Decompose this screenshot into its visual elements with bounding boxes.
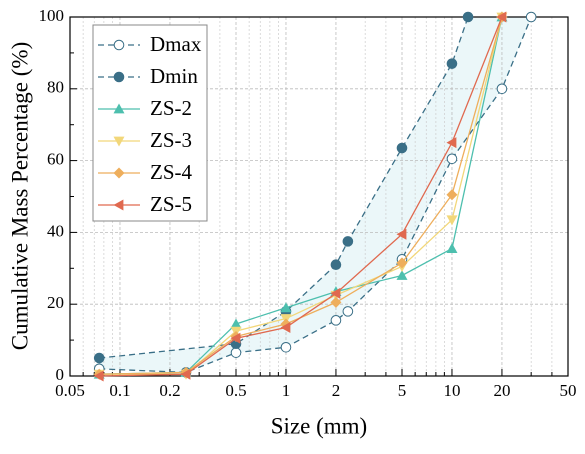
x-tick-label: 0.2 (159, 381, 180, 400)
marker (280, 322, 291, 334)
marker (230, 332, 241, 344)
y-tick-label: 0 (56, 365, 65, 384)
legend-marker (113, 136, 125, 147)
marker (93, 370, 104, 382)
marker (446, 58, 458, 69)
marker (396, 142, 408, 154)
x-tick-label: 50 (560, 381, 577, 400)
x-tick-label: 1 (282, 381, 291, 400)
marker (396, 257, 408, 269)
marker (230, 318, 242, 329)
marker (396, 269, 408, 280)
series-line (99, 16, 503, 375)
y-axis-label: Cumulative Mass Percentage (%) (7, 42, 32, 351)
marker (330, 296, 342, 308)
x-tick-label: 5 (398, 381, 407, 400)
marker (496, 83, 508, 95)
plot-frame (69, 16, 569, 377)
marker (280, 341, 292, 353)
series-line (99, 16, 532, 374)
legend-marker (113, 103, 125, 114)
marker (93, 352, 105, 364)
marker (446, 137, 457, 149)
series-line (99, 16, 469, 359)
x-tick-label: 0.5 (225, 381, 246, 400)
marker (342, 236, 354, 247)
x-tick-label: 0.1 (109, 381, 130, 400)
marker (180, 368, 191, 380)
legend-label: ZS-5 (150, 192, 192, 216)
marker (525, 11, 537, 23)
x-axis-label: Size (mm) (271, 413, 367, 438)
series-line (99, 16, 503, 375)
y-tick-label: 20 (47, 293, 64, 312)
series-line (99, 16, 503, 377)
legend-label: ZS-4 (150, 160, 193, 184)
y-tick-label: 80 (47, 78, 64, 97)
marker (342, 306, 354, 317)
y-tick-label: 60 (47, 150, 64, 169)
legend-marker (113, 39, 125, 51)
marker (330, 287, 341, 299)
x-tick-label: 10 (443, 381, 460, 400)
marker (462, 11, 474, 23)
marker (446, 215, 458, 226)
marker (280, 302, 292, 313)
marker (330, 315, 342, 326)
x-tick-label: 0.05 (55, 381, 85, 400)
legend-marker (113, 71, 125, 83)
marker (330, 259, 342, 271)
x-tick-label: 20 (493, 381, 510, 400)
legend-marker (113, 199, 124, 211)
marker (396, 228, 407, 240)
legend-marker (113, 167, 125, 179)
marker (446, 153, 458, 165)
y-tick-label: 100 (39, 6, 65, 25)
legend-label: Dmin (150, 64, 198, 88)
marker (496, 11, 507, 23)
legend-label: ZS-3 (150, 128, 192, 152)
marker (446, 189, 458, 201)
x-tick-label: 2 (332, 381, 341, 400)
marker (446, 243, 458, 253)
legend-label: Dmax (150, 32, 202, 56)
legend-box (92, 24, 208, 222)
y-tick-label: 40 (47, 221, 64, 240)
marker (230, 347, 242, 358)
legend-label: ZS-2 (150, 96, 192, 120)
